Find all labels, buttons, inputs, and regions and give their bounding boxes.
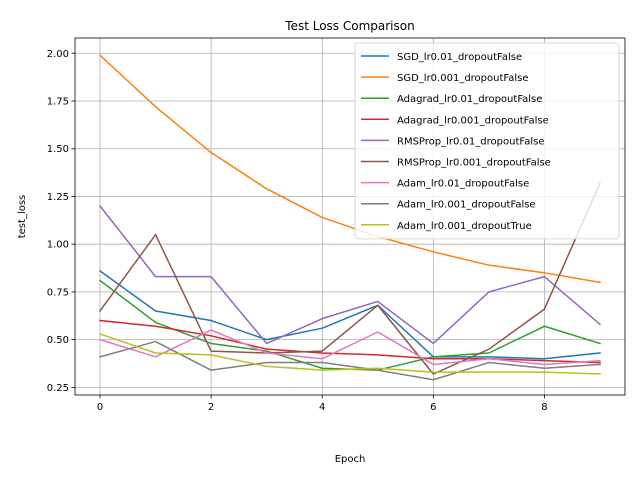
legend-label: RMSProp_lr0.01_dropoutFalse xyxy=(397,136,544,147)
legend-label: SGD_lr0.01_dropoutFalse xyxy=(397,52,522,63)
chart-title: Test Loss Comparison xyxy=(284,19,414,33)
y-tick-label: 2.00 xyxy=(47,49,69,60)
series-lines xyxy=(98,54,602,381)
legend-label: Adam_lr0.001_dropoutTrue xyxy=(397,221,532,232)
x-tick-label: 2 xyxy=(208,402,214,413)
plot-frame xyxy=(74,37,626,396)
y-tick-label: 1.00 xyxy=(47,240,69,251)
legend-label: Adam_lr0.01_dropoutFalse xyxy=(397,179,529,190)
series-line xyxy=(99,332,601,375)
legend-label: Adagrad_lr0.001_dropoutFalse xyxy=(397,115,549,126)
series-line xyxy=(98,204,602,345)
x-tick-label: 4 xyxy=(319,402,325,413)
y-tick-label: 1.75 xyxy=(47,97,69,108)
y-tick-label: 0.75 xyxy=(47,287,69,298)
y-tick-label: 1.50 xyxy=(47,144,69,155)
series-line xyxy=(99,319,601,364)
series-line xyxy=(98,54,601,284)
series-line xyxy=(99,340,601,381)
y-axis-label: test_loss xyxy=(17,195,28,239)
legend-box xyxy=(354,42,620,240)
legend-label: SGD_lr0.001_dropoutFalse xyxy=(397,73,529,84)
y-tick-label: 0.25 xyxy=(47,383,69,394)
legend-label: Adam_lr0.001_dropoutFalse xyxy=(397,200,536,211)
axis-ticks: 0 2 4 6 8 0.25 0.50 0.75 1.00 1.25 1.50 1.75 2.00 xyxy=(47,49,548,413)
y-tick-label: 0.50 xyxy=(47,335,69,346)
legend: SGD_lr0.01_dropoutFalse SGD_lr0.001_dropo… xyxy=(354,42,620,240)
series-line xyxy=(99,329,601,366)
legend-label: RMSProp_lr0.001_dropoutFalse xyxy=(397,158,551,169)
series-line xyxy=(98,269,601,360)
series-line xyxy=(98,182,601,375)
y-tick-label: 1.25 xyxy=(47,192,69,203)
legend-label: Adagrad_lr0.01_dropoutFalse xyxy=(397,94,542,105)
x-tick-label: 6 xyxy=(430,402,436,413)
x-tick-label: 0 xyxy=(97,402,103,413)
x-axis-label: Epoch xyxy=(335,454,366,465)
x-tick-label: 8 xyxy=(541,402,547,413)
